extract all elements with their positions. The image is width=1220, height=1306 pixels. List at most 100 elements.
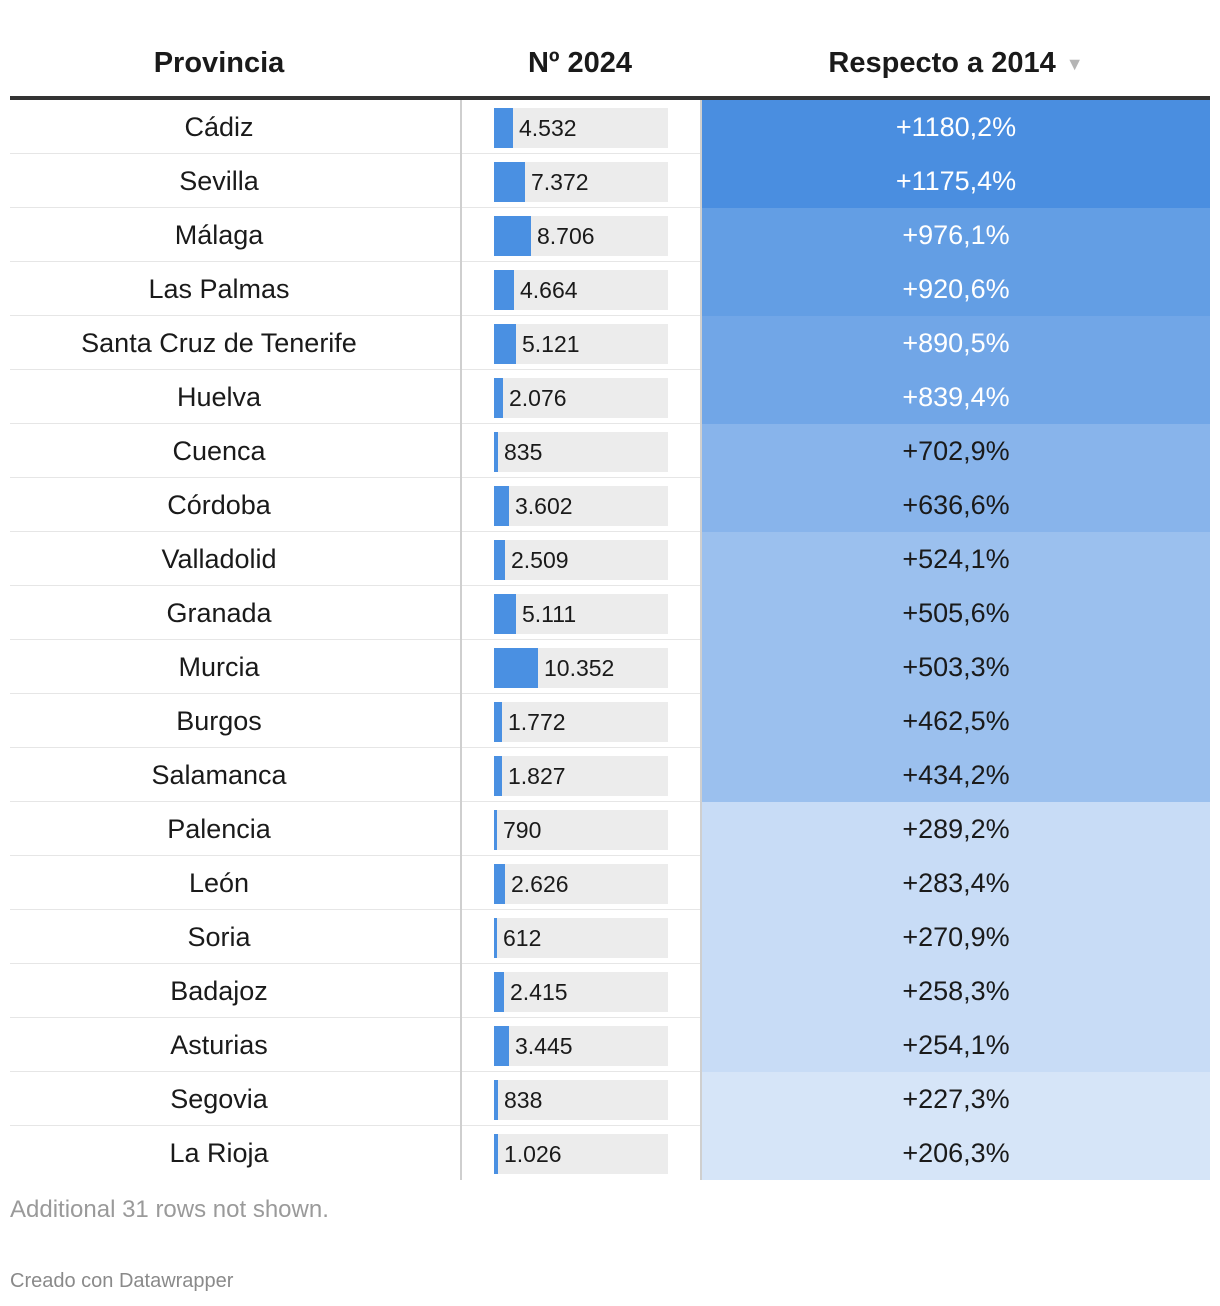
bar-track: 4.664 bbox=[494, 270, 668, 310]
table-row: Badajoz 2.415 +258,3% bbox=[10, 964, 1210, 1018]
provincia-cell: Santa Cruz de Tenerife bbox=[81, 328, 357, 358]
header-respecto-label: Respecto a 2014 bbox=[828, 47, 1056, 79]
provincia-cell: Córdoba bbox=[167, 490, 271, 520]
bar-track: 3.445 bbox=[494, 1026, 668, 1066]
respecto-heat-cell: +1175,4% bbox=[702, 154, 1210, 208]
respecto-heat-cell: +434,2% bbox=[702, 748, 1210, 802]
respecto-heat-cell: +976,1% bbox=[702, 208, 1210, 262]
bar-mark bbox=[494, 702, 502, 742]
bar-value-label: 5.121 bbox=[522, 331, 580, 357]
table-row: León 2.626 +283,4% bbox=[10, 856, 1210, 910]
bar-value-label: 7.372 bbox=[531, 169, 589, 195]
header-provincia-label: Provincia bbox=[153, 47, 285, 79]
bar-value-label: 10.352 bbox=[544, 655, 615, 681]
table-row: Cádiz 4.532 +1180,2% bbox=[10, 100, 1210, 154]
provincia-cell: Cádiz bbox=[184, 112, 254, 142]
provincia-cell: Soria bbox=[187, 922, 251, 952]
provincia-cell: Granada bbox=[166, 598, 272, 628]
column-divider bbox=[460, 694, 462, 748]
bar-value-label: 2.415 bbox=[510, 979, 568, 1005]
table-row: Cuenca 835 +702,9% bbox=[10, 424, 1210, 478]
column-divider bbox=[700, 424, 702, 478]
column-divider bbox=[460, 748, 462, 802]
provincia-cell: León bbox=[188, 868, 250, 898]
column-divider bbox=[700, 964, 702, 1018]
column-divider bbox=[700, 478, 702, 532]
bar-value-label: 2.076 bbox=[509, 385, 567, 411]
provincia-cell: Burgos bbox=[176, 706, 262, 736]
table-row: Sevilla 7.372 +1175,4% bbox=[10, 154, 1210, 208]
bar-mark bbox=[494, 162, 525, 202]
column-divider bbox=[700, 694, 702, 748]
respecto-heat-cell: +524,1% bbox=[702, 532, 1210, 586]
column-divider bbox=[700, 1126, 702, 1180]
provincia-cell: Cuenca bbox=[172, 436, 266, 466]
bar-track: 1.772 bbox=[494, 702, 668, 742]
respecto-heat-cell: +462,5% bbox=[702, 694, 1210, 748]
bar-value-label: 4.532 bbox=[519, 115, 577, 141]
table-row: Asturias 3.445 +254,1% bbox=[10, 1018, 1210, 1072]
respecto-heat-cell: +1180,2% bbox=[702, 100, 1210, 154]
column-divider bbox=[460, 856, 462, 910]
column-divider bbox=[700, 208, 702, 262]
bar-mark bbox=[494, 864, 505, 904]
respecto-heat-cell: +702,9% bbox=[702, 424, 1210, 478]
column-divider bbox=[700, 640, 702, 694]
column-divider bbox=[460, 100, 462, 154]
column-divider bbox=[700, 370, 702, 424]
column-divider bbox=[460, 208, 462, 262]
column-divider bbox=[460, 370, 462, 424]
header-respecto[interactable]: Respecto a 2014 ▼ bbox=[702, 28, 1210, 98]
bar-value-label: 3.602 bbox=[515, 493, 573, 519]
bar-track: 3.602 bbox=[494, 486, 668, 526]
bar-track: 2.415 bbox=[494, 972, 668, 1012]
bar-track: 4.532 bbox=[494, 108, 668, 148]
sort-desc-icon[interactable]: ▼ bbox=[1065, 54, 1084, 74]
respecto-heat-cell: +289,2% bbox=[702, 802, 1210, 856]
header-numero[interactable]: Nº 2024 bbox=[462, 28, 698, 98]
bar-track: 5.111 bbox=[494, 594, 668, 634]
respecto-heat-cell: +505,6% bbox=[702, 586, 1210, 640]
bar-mark bbox=[494, 378, 503, 418]
bar-mark bbox=[494, 594, 516, 634]
provincia-cell: Asturias bbox=[170, 1030, 268, 1060]
provincia-cell: Palencia bbox=[167, 814, 271, 844]
bar-track: 1.827 bbox=[494, 756, 668, 796]
table-header: Provincia Nº 2024 Respecto a 2014 ▼ bbox=[10, 28, 1210, 100]
column-divider bbox=[460, 154, 462, 208]
table-row: Palencia 790 +289,2% bbox=[10, 802, 1210, 856]
table-row: La Rioja 1.026 +206,3% bbox=[10, 1126, 1210, 1180]
datawrapper-credit[interactable]: Creado con Datawrapper bbox=[10, 1270, 234, 1292]
column-divider bbox=[460, 424, 462, 478]
column-divider bbox=[700, 748, 702, 802]
column-divider bbox=[700, 586, 702, 640]
table-row: Huelva 2.076 +839,4% bbox=[10, 370, 1210, 424]
table-row: Soria 612 +270,9% bbox=[10, 910, 1210, 964]
provincia-cell: Badajoz bbox=[170, 976, 268, 1006]
provincia-cell: Sevilla bbox=[179, 166, 259, 196]
bar-mark bbox=[494, 432, 498, 472]
column-divider bbox=[460, 802, 462, 856]
column-divider bbox=[700, 1072, 702, 1126]
column-divider bbox=[460, 910, 462, 964]
column-divider bbox=[700, 316, 702, 370]
bar-track: 1.026 bbox=[494, 1134, 668, 1174]
bar-value-label: 8.706 bbox=[537, 223, 595, 249]
header-numero-label: Nº 2024 bbox=[527, 47, 633, 79]
table-row: Córdoba 3.602 +636,6% bbox=[10, 478, 1210, 532]
bar-mark bbox=[494, 648, 538, 688]
respecto-heat-cell: +227,3% bbox=[702, 1072, 1210, 1126]
bar-value-label: 612 bbox=[503, 925, 542, 951]
bar-mark bbox=[494, 810, 497, 850]
table-row: Valladolid 2.509 +524,1% bbox=[10, 532, 1210, 586]
respecto-heat-cell: +258,3% bbox=[702, 964, 1210, 1018]
bar-value-label: 5.111 bbox=[522, 601, 577, 627]
table-row: Segovia 838 +227,3% bbox=[10, 1072, 1210, 1126]
bar-mark bbox=[494, 918, 497, 958]
bar-track: 838 bbox=[494, 1080, 668, 1120]
header-provincia[interactable]: Provincia bbox=[10, 28, 428, 98]
column-divider bbox=[460, 586, 462, 640]
respecto-heat-cell: +920,6% bbox=[702, 262, 1210, 316]
respecto-heat-cell: +254,1% bbox=[702, 1018, 1210, 1072]
bar-value-label: 2.626 bbox=[511, 871, 569, 897]
